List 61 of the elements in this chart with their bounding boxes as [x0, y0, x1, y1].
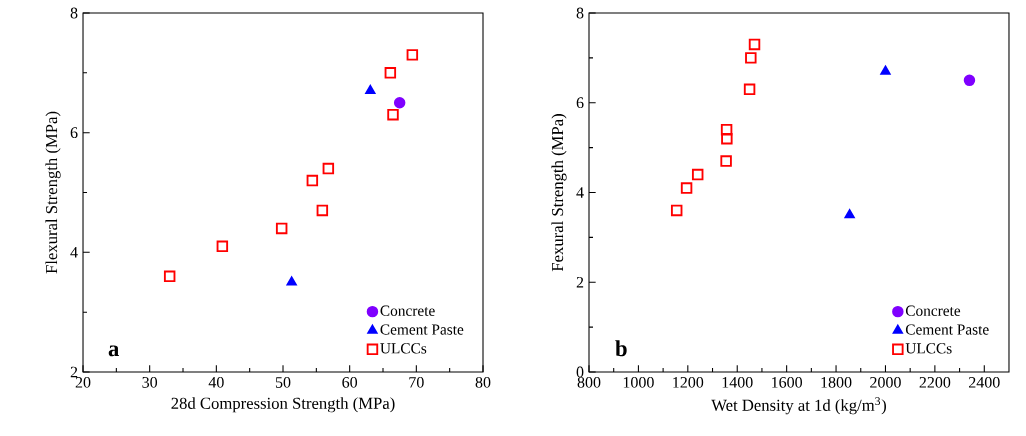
point [880, 65, 891, 75]
y-tick-label: 2 [576, 276, 584, 288]
point [322, 162, 335, 175]
y-tick-label: 4 [70, 247, 78, 258]
y-tick-label: 0 [576, 366, 584, 378]
x-axis-title: 28d Compression Strength (MPa) [171, 397, 395, 413]
point [721, 132, 733, 145]
x-tick-label: 70 [409, 376, 424, 388]
y-axis-title: Flexural Strength (MPa) [45, 111, 61, 274]
x-tick-label: 2200 [919, 376, 951, 388]
legend-label: Cement Paste [905, 324, 989, 335]
legend-label: Concrete [380, 305, 435, 316]
point [844, 209, 855, 219]
y-tick-label: 6 [70, 127, 78, 139]
point [670, 204, 683, 217]
y-tick-label: 4 [576, 187, 584, 198]
point [316, 204, 329, 217]
x-tick-label: 50 [275, 376, 291, 388]
x-tick-label: 1200 [673, 376, 704, 388]
legend-label: Cement Paste [380, 324, 464, 335]
x-tick-label: 60 [342, 376, 358, 388]
y-axis-title: Fexural Strength (MPa) [551, 114, 567, 272]
y-tick-label: 8 [576, 7, 584, 19]
x-tick-label: 1800 [821, 376, 852, 388]
point [286, 276, 297, 286]
point [745, 52, 757, 64]
x-tick-label: 1600 [772, 376, 803, 388]
y-tick-label: 6 [576, 97, 584, 109]
x-tick-label: 1400 [722, 376, 753, 388]
point [720, 123, 733, 136]
annotation: b [615, 340, 627, 357]
point [393, 97, 406, 109]
x-tick-label: 20 [75, 376, 91, 388]
point [680, 182, 693, 194]
point [387, 108, 399, 121]
x-tick-label: 1000 [623, 376, 654, 388]
point [720, 155, 732, 167]
y-tick-label: 8 [70, 7, 78, 19]
x-tick-label: 80 [475, 376, 491, 388]
legend-label: ULCCs [905, 343, 952, 354]
x-axis-title: Wet Density at 1d (kg/m$^{3}$) [711, 397, 886, 415]
point [691, 168, 704, 181]
legend-label: ULCCs [380, 343, 427, 354]
point [216, 240, 229, 253]
annotation: a [108, 345, 119, 357]
point [748, 38, 761, 51]
point [384, 67, 397, 79]
x-tick-label: 2000 [870, 376, 901, 388]
x-tick-label: 40 [208, 376, 224, 388]
y-tick-label: 2 [70, 366, 78, 378]
point [163, 270, 176, 282]
x-tick-label: 30 [142, 376, 158, 388]
point [963, 74, 976, 87]
point [306, 174, 319, 187]
legend-label: Concrete [905, 305, 961, 316]
x-tick-label: 2400 [968, 376, 1000, 388]
point [743, 83, 756, 96]
point [365, 85, 376, 95]
x-tick-label: 800 [577, 376, 601, 388]
point [275, 222, 288, 235]
point [406, 49, 419, 61]
